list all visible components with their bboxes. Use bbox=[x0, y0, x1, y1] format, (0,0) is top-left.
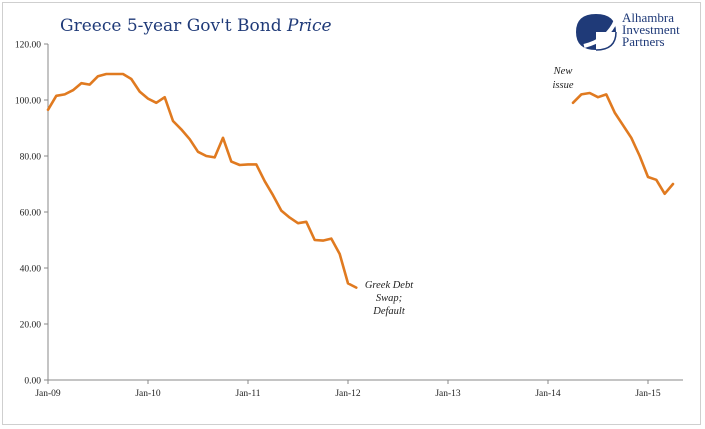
x-tick-label: Jan-14 bbox=[535, 389, 561, 399]
chart-frame bbox=[2, 2, 701, 425]
logo-line-1: Alhambra bbox=[622, 10, 674, 25]
chart-title-emphasis: Price bbox=[287, 16, 332, 36]
x-tick-label: Jan-09 bbox=[35, 389, 61, 399]
y-tick-label: 40.00 bbox=[20, 265, 42, 275]
logo-line-2: Investment bbox=[622, 22, 680, 37]
y-tick-label: 20.00 bbox=[20, 321, 42, 331]
company-logo: Alhambra Investment Partners bbox=[574, 10, 696, 52]
y-tick-label: 80.00 bbox=[20, 153, 42, 163]
annotation-line: Default bbox=[372, 306, 406, 317]
y-tick-label: 120.00 bbox=[15, 41, 41, 51]
alhambra-logo-icon bbox=[574, 12, 618, 52]
x-tick-label: Jan-13 bbox=[435, 389, 461, 399]
logo-text: Alhambra Investment Partners bbox=[622, 10, 680, 49]
series-line-segment-1 bbox=[46, 72, 358, 289]
annotation-line: Swap; bbox=[376, 293, 402, 304]
x-tick-label: Jan-10 bbox=[135, 389, 161, 399]
x-tick-label: Jan-15 bbox=[635, 389, 661, 399]
chart-title: Greece 5-year Gov't Bond Price bbox=[60, 16, 332, 36]
annotation-line: issue bbox=[553, 80, 574, 91]
y-tick-label: 60.00 bbox=[20, 209, 42, 219]
y-tick-label: 100.00 bbox=[15, 97, 41, 107]
chart-title-main: Greece 5-year Gov't Bond bbox=[60, 16, 287, 36]
annotation-line: New bbox=[553, 66, 573, 77]
x-tick-label: Jan-12 bbox=[335, 389, 361, 399]
annotation-line: Greek Debt bbox=[365, 280, 414, 291]
y-tick-label: 0.00 bbox=[24, 377, 41, 387]
x-tick-label: Jan-11 bbox=[236, 389, 261, 399]
series-line-segment-2 bbox=[571, 91, 675, 196]
logo-line-3: Partners bbox=[622, 34, 665, 49]
annotation-default: Greek Debt Swap; Default bbox=[365, 280, 414, 317]
annotation-new-issue: New issue bbox=[553, 66, 574, 91]
